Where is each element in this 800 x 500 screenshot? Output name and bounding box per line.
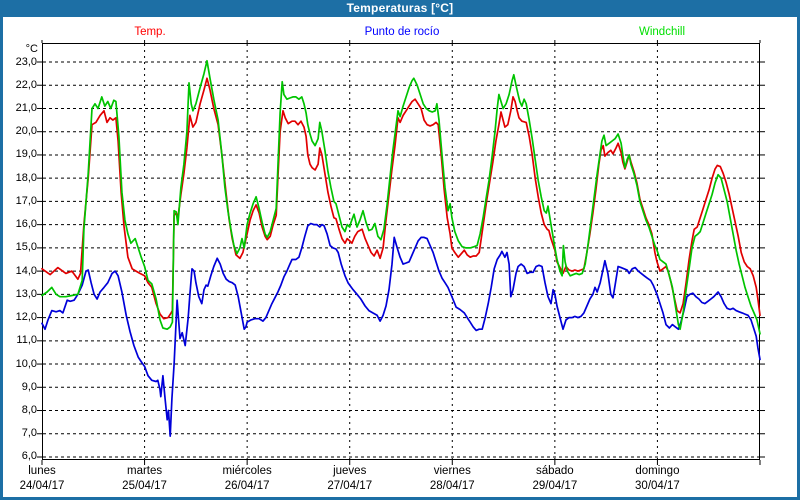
y-axis-tick-label: 15,0	[15, 241, 37, 254]
x-axis-day-date: 30/04/17	[635, 480, 680, 492]
y-axis-tick-label: 10,0	[15, 357, 37, 370]
x-axis-day-name: lunes	[28, 465, 56, 477]
y-axis-tick-label: 17,0	[15, 194, 37, 207]
y-axis-tick-label: 18,0	[15, 171, 37, 184]
plot-area	[37, 40, 765, 465]
y-axis-tick-label: 23,0	[15, 55, 37, 68]
window-titlebar: Temperaturas [°C]	[0, 0, 800, 17]
x-axis-day-date: 24/04/17	[19, 480, 65, 492]
window-title: Temperaturas [°C]	[346, 1, 454, 15]
window-frame-left	[0, 17, 3, 500]
y-axis-tick-label: 8,0	[21, 404, 37, 417]
x-axis-day-date: 27/04/17	[327, 480, 373, 492]
x-axis-day-date: 25/04/17	[122, 480, 167, 492]
window-frame-bottom	[0, 497, 800, 500]
y-axis-tick-label: 6,0	[21, 450, 37, 463]
x-axis-day-date: 26/04/17	[224, 480, 270, 492]
y-axis-tick-label: 7,0	[21, 427, 37, 440]
window-frame-right	[797, 17, 800, 500]
legend-item-temp: Temp.	[134, 26, 166, 38]
y-axis-tick-label: 13,0	[15, 287, 37, 300]
x-axis-day-name: jueves	[333, 465, 367, 477]
x-axis-day-name: miércoles	[222, 465, 272, 477]
x-axis-day-name: martes	[126, 465, 163, 477]
series-line-windchill	[41, 59, 761, 335]
legend-item-windchill: Windchill	[638, 26, 686, 38]
x-axis-day-date: 28/04/17	[429, 480, 475, 492]
y-axis-tick-label: 9,0	[21, 380, 37, 393]
y-axis-tick-label: 14,0	[15, 264, 37, 277]
x-axis-day-date: 29/04/17	[532, 480, 578, 492]
y-axis-unit-label: °C	[25, 43, 38, 55]
x-axis-day-name: sábado	[535, 465, 574, 477]
chart-legend: Temp. Punto de rocío Windchill	[0, 26, 800, 41]
x-axis-day-name: domingo	[635, 465, 680, 477]
y-axis-tick-label: 11,0	[16, 334, 37, 347]
y-axis-tick-label: 20,0	[15, 125, 37, 138]
y-axis-tick-label: 19,0	[15, 148, 37, 161]
y-axis-tick-label: 21,0	[15, 101, 37, 114]
plot-border	[42, 43, 760, 460]
y-axis-tick-label: 22,0	[15, 78, 37, 91]
legend-item-punto-de-roc-o: Punto de rocío	[364, 26, 440, 38]
y-axis-tick-label: 12,0	[15, 311, 37, 324]
y-axis-tick-label: 16,0	[15, 218, 37, 231]
series-line-punto-de-roc-o	[41, 222, 761, 437]
x-axis-day-name: viernes	[433, 465, 471, 477]
